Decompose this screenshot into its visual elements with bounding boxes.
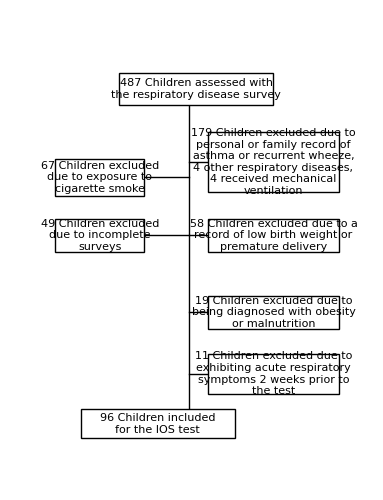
FancyBboxPatch shape: [55, 159, 144, 196]
Text: 179 Children excluded due to
personal or family record of
asthma or recurrent wh: 179 Children excluded due to personal or…: [191, 128, 356, 196]
FancyBboxPatch shape: [55, 219, 144, 252]
FancyBboxPatch shape: [208, 296, 339, 328]
FancyBboxPatch shape: [208, 219, 339, 252]
FancyBboxPatch shape: [208, 354, 339, 394]
FancyBboxPatch shape: [80, 410, 235, 438]
FancyBboxPatch shape: [119, 72, 273, 105]
FancyBboxPatch shape: [208, 132, 339, 192]
Text: 19 Children excluded due to
being diagnosed with obesity
or malnutrition: 19 Children excluded due to being diagno…: [192, 296, 355, 329]
Text: 11 Children excluded due to
exhibiting acute respiratory
symptoms 2 weeks prior : 11 Children excluded due to exhibiting a…: [195, 352, 352, 396]
Text: 96 Children included
for the IOS test: 96 Children included for the IOS test: [100, 413, 216, 434]
Text: 487 Children assessed with
the respiratory disease survey: 487 Children assessed with the respirato…: [111, 78, 281, 100]
Text: 58 Children excluded due to a
record of low birth weight or
premature delivery: 58 Children excluded due to a record of …: [190, 218, 357, 252]
Text: 67 Children excluded
due to exposure to
cigarette smoke: 67 Children excluded due to exposure to …: [41, 161, 159, 194]
Text: 49 Children excluded
due to incomplete
surveys: 49 Children excluded due to incomplete s…: [41, 218, 159, 252]
